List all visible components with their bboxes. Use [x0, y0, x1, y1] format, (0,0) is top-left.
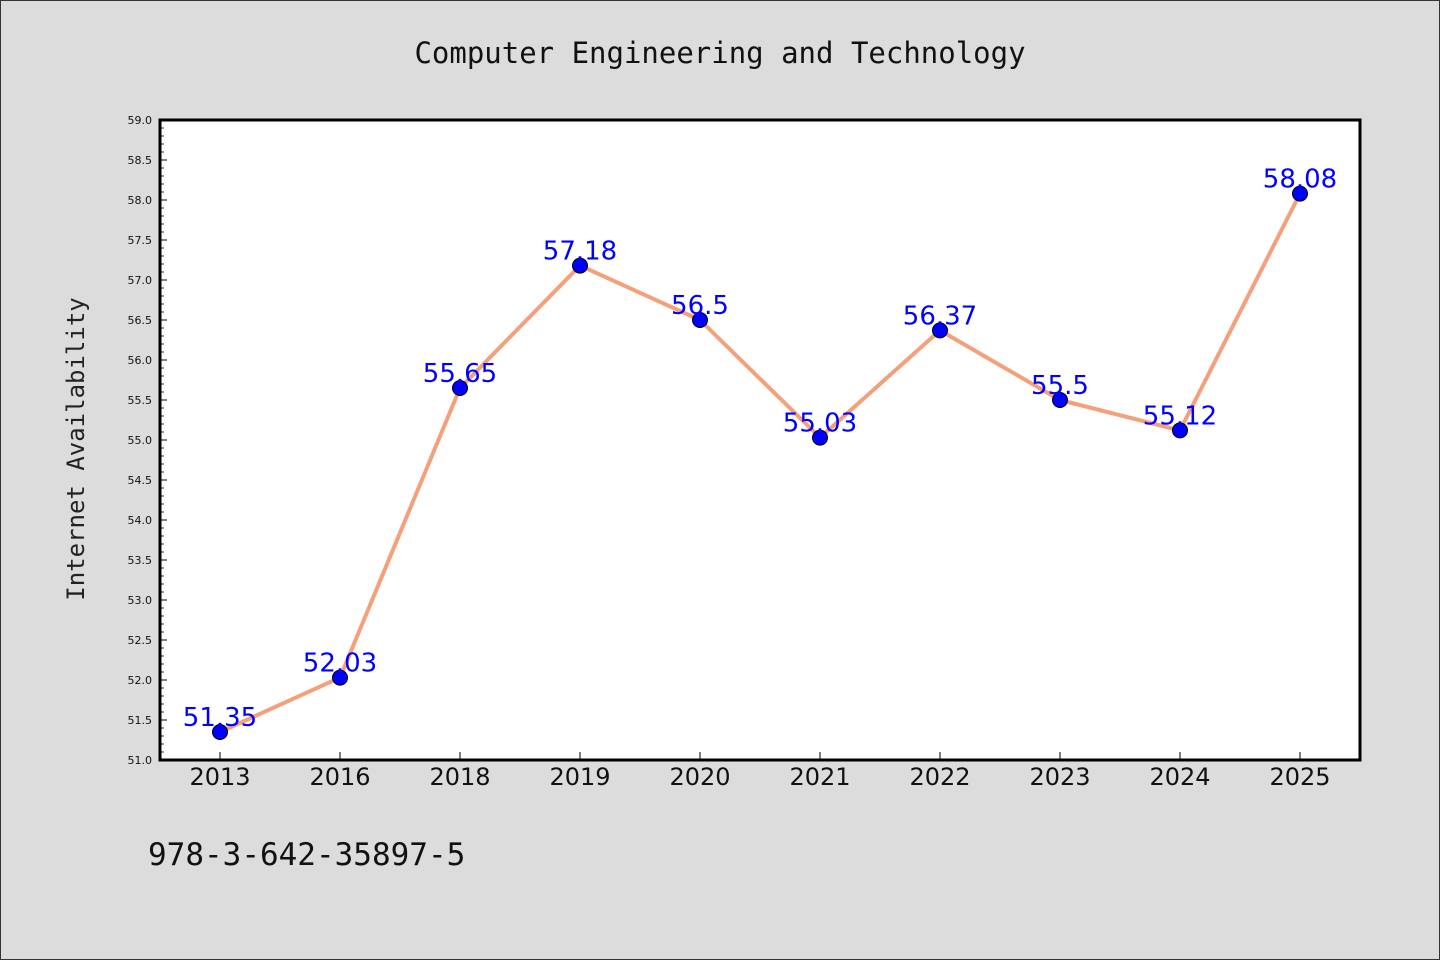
plot-area	[158, 118, 1362, 762]
data-label: 51.35	[183, 703, 257, 733]
y-tick-label: 51.0	[128, 754, 153, 767]
data-label: 55.12	[1143, 401, 1217, 431]
x-tick-label: 2020	[669, 763, 730, 791]
y-tick-label: 57.0	[128, 274, 153, 287]
y-axis-label: Internet Availability	[62, 297, 90, 600]
y-tick-label: 53.0	[128, 594, 153, 607]
x-axis: 2013 2016 2018 2019 2020 2021 2022 2023 2024 2025	[189, 752, 1331, 791]
data-label: 52.03	[303, 649, 377, 679]
x-tick-label: 2022	[909, 763, 970, 791]
y-tick-label: 58.0	[128, 194, 153, 207]
data-labels: 51.35 52.03 55.65 57.18 56.5 55.03 56.37 55.5 55…	[183, 165, 1337, 733]
y-tick-label: 52.5	[128, 634, 153, 647]
x-tick-label: 2021	[789, 763, 850, 791]
y-tick-label: 56.5	[128, 314, 153, 327]
data-label: 56.5	[671, 291, 729, 321]
y-tick-label: 55.5	[128, 394, 153, 407]
y-tick-label: 54.0	[128, 514, 153, 527]
y-tick-label: 59.0	[128, 114, 153, 127]
data-point	[932, 322, 948, 339]
y-tick-label: 54.5	[128, 474, 153, 487]
data-label: 58.08	[1263, 165, 1337, 195]
data-point	[1292, 185, 1308, 202]
series-line	[219, 192, 1302, 734]
y-tick-label: 58.5	[128, 154, 153, 167]
data-point	[212, 724, 228, 740]
y-axis: 51.0 51.5 52.0 52.5 53.0 53.5 54.0 54.5 55.0 55.5…	[128, 114, 167, 767]
y-tick-label: 55.0	[128, 434, 153, 447]
x-tick-label: 2024	[1149, 763, 1210, 791]
y-tick-label: 51.5	[128, 714, 153, 727]
y-tick-label: 53.5	[128, 554, 153, 567]
y-tick-label: 52.0	[128, 674, 153, 687]
chart-title: Computer Engineering and Technology	[414, 36, 1025, 70]
data-point	[1052, 392, 1068, 408]
data-label: 55.5	[1031, 371, 1089, 401]
data-label: 55.65	[423, 359, 497, 389]
data-label: 55.03	[783, 409, 857, 439]
y-tick-label: 56.0	[128, 354, 153, 367]
data-point	[572, 257, 588, 274]
footer-isbn: 978-3-642-35897-5	[148, 837, 465, 873]
y-tick-label: 57.5	[128, 234, 153, 247]
x-tick-label: 2018	[429, 763, 490, 791]
data-markers	[212, 185, 1308, 740]
x-tick-label: 2025	[1269, 763, 1330, 791]
data-label: 57.18	[543, 237, 617, 267]
x-tick-label: 2016	[309, 763, 370, 791]
x-tick-label: 2013	[189, 763, 250, 791]
data-point	[812, 429, 828, 446]
data-point	[452, 380, 468, 396]
data-point	[332, 669, 348, 686]
data-point	[1172, 422, 1188, 439]
data-point	[692, 312, 708, 328]
x-tick-label: 2023	[1029, 763, 1090, 791]
data-label: 56.37	[903, 301, 977, 331]
x-tick-label: 2019	[549, 763, 610, 791]
